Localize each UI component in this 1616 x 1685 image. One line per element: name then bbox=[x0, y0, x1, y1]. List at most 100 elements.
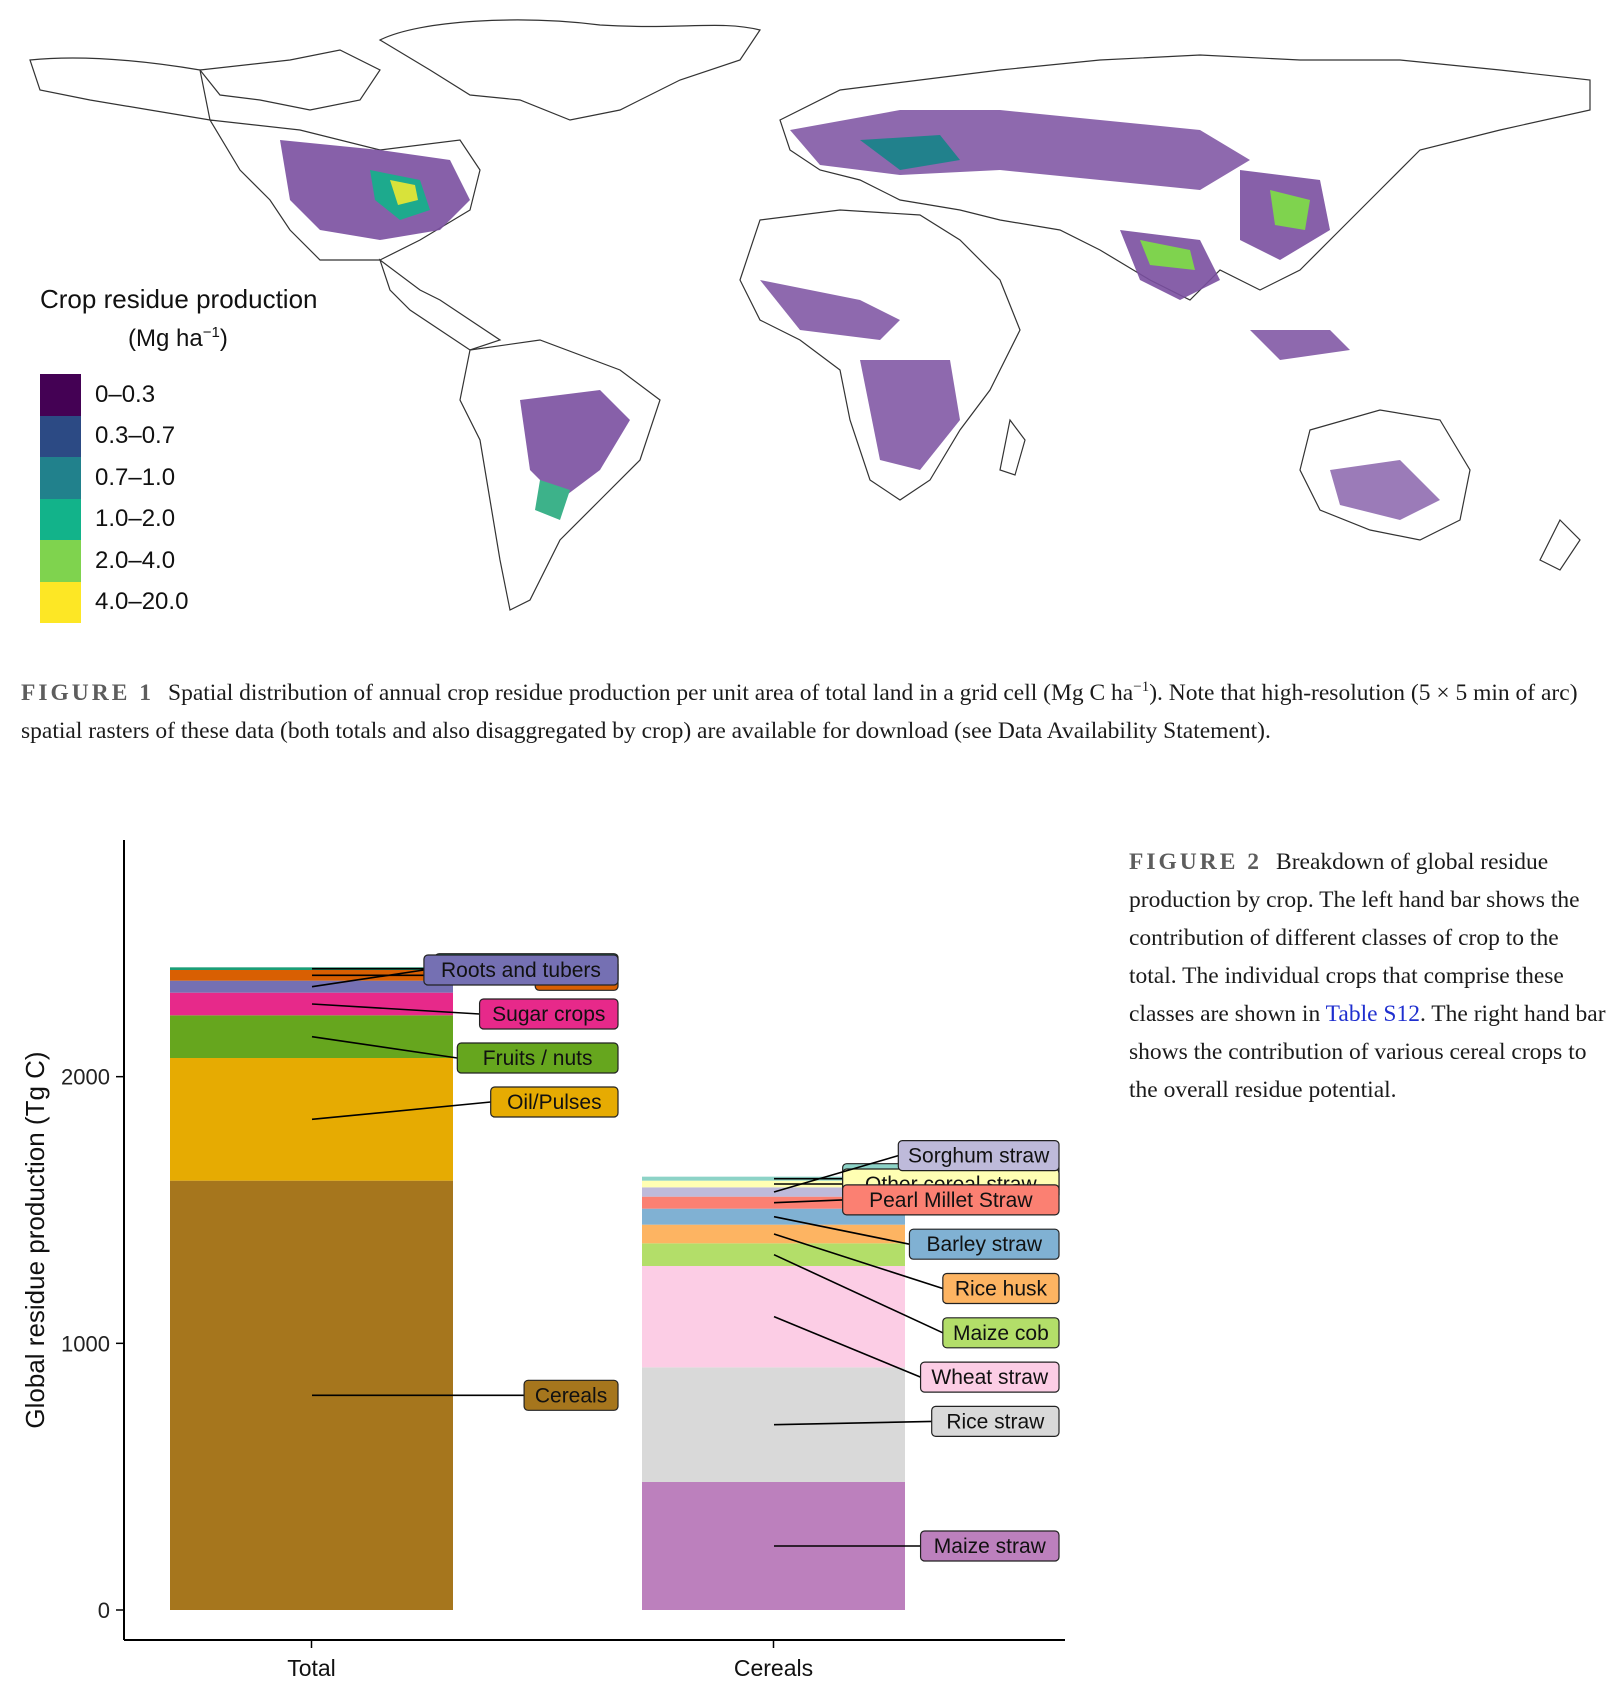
bar-segment bbox=[642, 1367, 905, 1482]
legend-label: 1.0–2.0 bbox=[95, 505, 176, 533]
segment-label-box bbox=[456, 1042, 619, 1074]
legend-item: 0.7–1.0 bbox=[40, 457, 360, 499]
y-tick-label: 1000 bbox=[61, 1331, 110, 1356]
legend-unit: (Mg ha−1) bbox=[128, 316, 360, 356]
legend-items: 0–0.3 0.3–0.7 0.7–1.0 1.0–2.0 2.0–4.0 4.0–20.… bbox=[40, 374, 360, 623]
segment-label: Pearl Millet Straw bbox=[869, 1189, 1033, 1212]
y-axis-label: Global residue production (Tg C) bbox=[20, 1051, 50, 1428]
label-leader-line bbox=[311, 1003, 480, 1015]
map-legend: Crop residue production (Mg ha−1) 0–0.3 0… bbox=[40, 282, 360, 623]
bar-segment bbox=[642, 1208, 905, 1225]
figure-1-label: FIGURE 1 bbox=[21, 679, 155, 706]
residue-raster bbox=[280, 110, 1440, 520]
australia-cropland bbox=[1330, 460, 1440, 520]
figure-2-caption-text-a: Breakdown of global residue production b… bbox=[1129, 849, 1580, 1027]
legend-swatch bbox=[40, 498, 81, 540]
bar-segment bbox=[642, 1176, 905, 1181]
legend-label: 0.3–0.7 bbox=[95, 422, 176, 450]
legend-item: 2.0–4.0 bbox=[40, 540, 360, 582]
y-tick-label: 2000 bbox=[61, 1065, 110, 1090]
legend-swatch bbox=[40, 540, 81, 582]
bar-segment bbox=[170, 970, 453, 981]
greenland-outline bbox=[378, 19, 761, 121]
label-leader-line bbox=[311, 1035, 458, 1059]
south-america-outline bbox=[459, 339, 661, 611]
label-leader-line bbox=[773, 1420, 932, 1426]
y-tick-label: 0 bbox=[98, 1598, 110, 1623]
bar-segment bbox=[170, 980, 453, 993]
arctic-islands-outline bbox=[198, 49, 381, 111]
figure-1-caption-text-a: Spatial distribution of annual crop resi… bbox=[168, 679, 1134, 706]
segment-label: Rice husk bbox=[955, 1278, 1048, 1301]
south-america-cropland bbox=[520, 390, 630, 500]
europe-cropland-mid bbox=[860, 135, 960, 170]
label-leader-line bbox=[773, 1233, 944, 1290]
label-leader-line bbox=[773, 1253, 944, 1334]
segment-label-box bbox=[908, 1228, 1060, 1260]
bar-segment bbox=[170, 1058, 453, 1181]
world-map bbox=[29, 19, 1591, 611]
segment-label-box bbox=[919, 1361, 1060, 1393]
figure-1-caption: FIGURE 1 Spatial distribution of annual c… bbox=[21, 668, 1601, 750]
pampas-cropland bbox=[535, 480, 570, 520]
x-tick-label: Cereals bbox=[734, 1655, 813, 1680]
legend-swatch bbox=[40, 374, 81, 416]
segment-label-box bbox=[842, 1184, 1060, 1216]
legend-label: 4.0–20.0 bbox=[95, 588, 189, 616]
residue-breakdown-chart: 0 1000 2000 Global residue production (Tg C… bbox=[0, 830, 1100, 1681]
bar-segment bbox=[642, 1266, 905, 1368]
figure-2-caption: FIGURE 2 Breakdown of global residue prod… bbox=[1129, 843, 1609, 1109]
legend-item: 1.0–2.0 bbox=[40, 498, 360, 540]
table-s12-link[interactable]: Table S12 bbox=[1325, 1001, 1420, 1027]
segment-label-box bbox=[942, 1272, 1060, 1305]
legend-label: 0–0.3 bbox=[95, 380, 156, 408]
figure-1-caption-text-b: ). Note that high-resolution (5 × 5 min … bbox=[21, 679, 1578, 744]
bar-segment bbox=[642, 1187, 905, 1197]
segment-label-box bbox=[897, 1140, 1060, 1172]
segment-label: Roots and tubers bbox=[441, 959, 601, 982]
legend-unit-sup: −1 bbox=[202, 324, 220, 341]
india-high bbox=[1140, 240, 1195, 270]
southeast-asia-cropland bbox=[1250, 330, 1350, 360]
legend-label: 0.7–1.0 bbox=[95, 463, 176, 491]
label-leader-line bbox=[311, 969, 425, 988]
legend-item: 0.3–0.7 bbox=[40, 415, 360, 457]
stacked-bar-svg: 0 1000 2000 Global residue production (Tg C… bbox=[20, 840, 1065, 1681]
legend-unit-base: (Mg ha bbox=[128, 325, 203, 352]
segment-label: Oil/Pulses bbox=[507, 1091, 602, 1114]
china-high bbox=[1270, 190, 1310, 230]
segment-label-box bbox=[942, 1317, 1060, 1349]
legend-swatch bbox=[40, 457, 81, 499]
segment-label: Rice straw bbox=[946, 1410, 1045, 1433]
label-leader-line bbox=[773, 1315, 921, 1378]
legend-item: 4.0–20.0 bbox=[40, 581, 360, 623]
crop-residue-map-figure: Crop residue production (Mg ha−1) 0–0.3 0… bbox=[0, 0, 1616, 640]
legend-swatch bbox=[40, 415, 81, 457]
label-leader-line bbox=[311, 1101, 491, 1121]
africa-outline bbox=[739, 209, 1021, 501]
label-leader-line bbox=[773, 1154, 899, 1193]
central-america-outline bbox=[378, 258, 502, 351]
segment-label: Barley straw bbox=[926, 1233, 1042, 1256]
legend-item: 0–0.3 bbox=[40, 374, 360, 416]
australia-outline bbox=[1299, 409, 1471, 541]
segment-label-box bbox=[478, 998, 619, 1030]
segment-label: Sorghum straw bbox=[908, 1145, 1050, 1168]
segment-label: Cereals bbox=[535, 1384, 607, 1407]
label-leader-line bbox=[773, 1215, 910, 1245]
bar-segment bbox=[170, 967, 453, 970]
legend-title: Crop residue production bbox=[40, 284, 318, 314]
label-leader-line bbox=[773, 1199, 843, 1204]
southern-africa-cropland bbox=[860, 360, 960, 470]
bar-segment bbox=[642, 1180, 905, 1188]
legend-swatch bbox=[40, 581, 81, 623]
segment-label-box bbox=[931, 1405, 1060, 1438]
segment-label: Sugar crops bbox=[492, 1003, 605, 1026]
segment-label-box bbox=[490, 1086, 619, 1118]
new-zealand-outline bbox=[1539, 518, 1581, 571]
us-cornbelt-high bbox=[390, 180, 418, 205]
figure-2-caption-text-b: . The right hand bar shows the contribut… bbox=[1129, 1001, 1606, 1103]
sahel-cropland bbox=[760, 280, 900, 340]
bar-segment bbox=[642, 1224, 905, 1244]
segment-label: Fruits / nuts bbox=[483, 1047, 593, 1070]
